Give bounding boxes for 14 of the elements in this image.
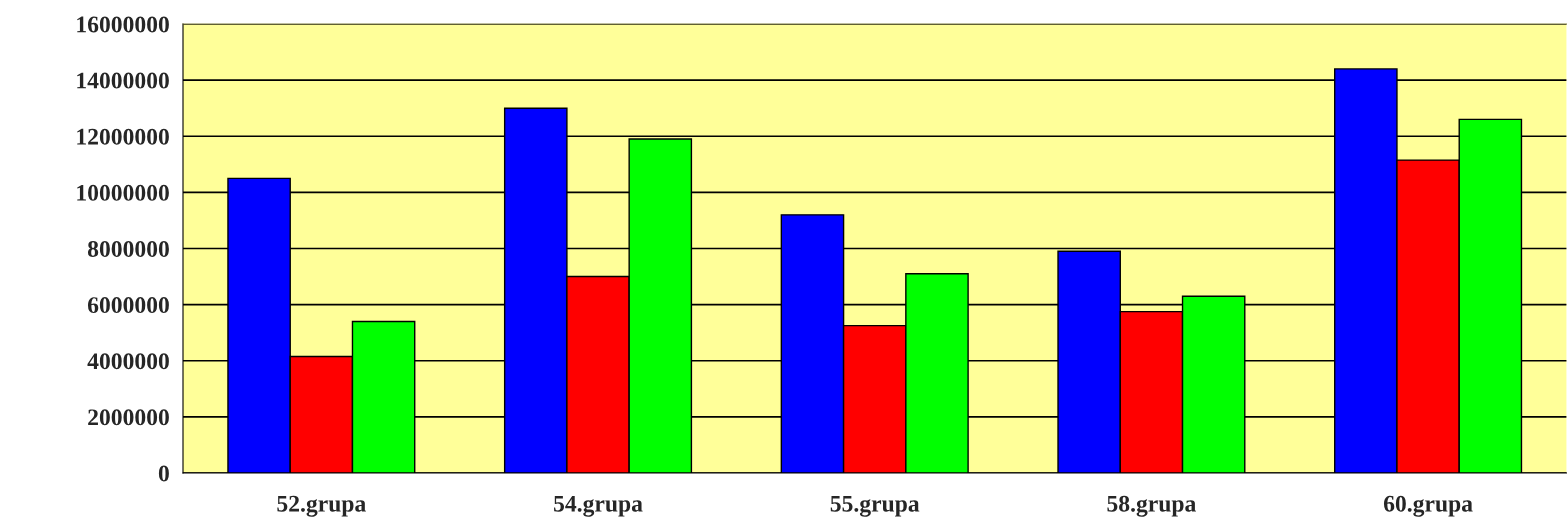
y-tick-label: 6000000 (87, 297, 169, 314)
y-tick-label: 8000000 (87, 240, 169, 257)
y-tick-label: 16000000 (77, 16, 169, 33)
y-tick-label: 4000000 (87, 353, 169, 370)
y-tick-label: 2000000 (88, 409, 169, 426)
x-tick-label: 52.grupa (277, 495, 366, 517)
x-tick-label: 58.grupa (1107, 495, 1196, 517)
y-tick-label: 0 (158, 465, 169, 482)
x-tick-label: 60.grupa (1383, 495, 1473, 517)
x-tick-label: 55.grupa (830, 495, 920, 517)
y-tick-label: 10000000 (77, 184, 169, 201)
y-tick-label: 12000000 (77, 128, 169, 145)
y-tick-label: 14000000 (77, 72, 169, 89)
x-tick-label: 54.grupa (554, 495, 643, 517)
